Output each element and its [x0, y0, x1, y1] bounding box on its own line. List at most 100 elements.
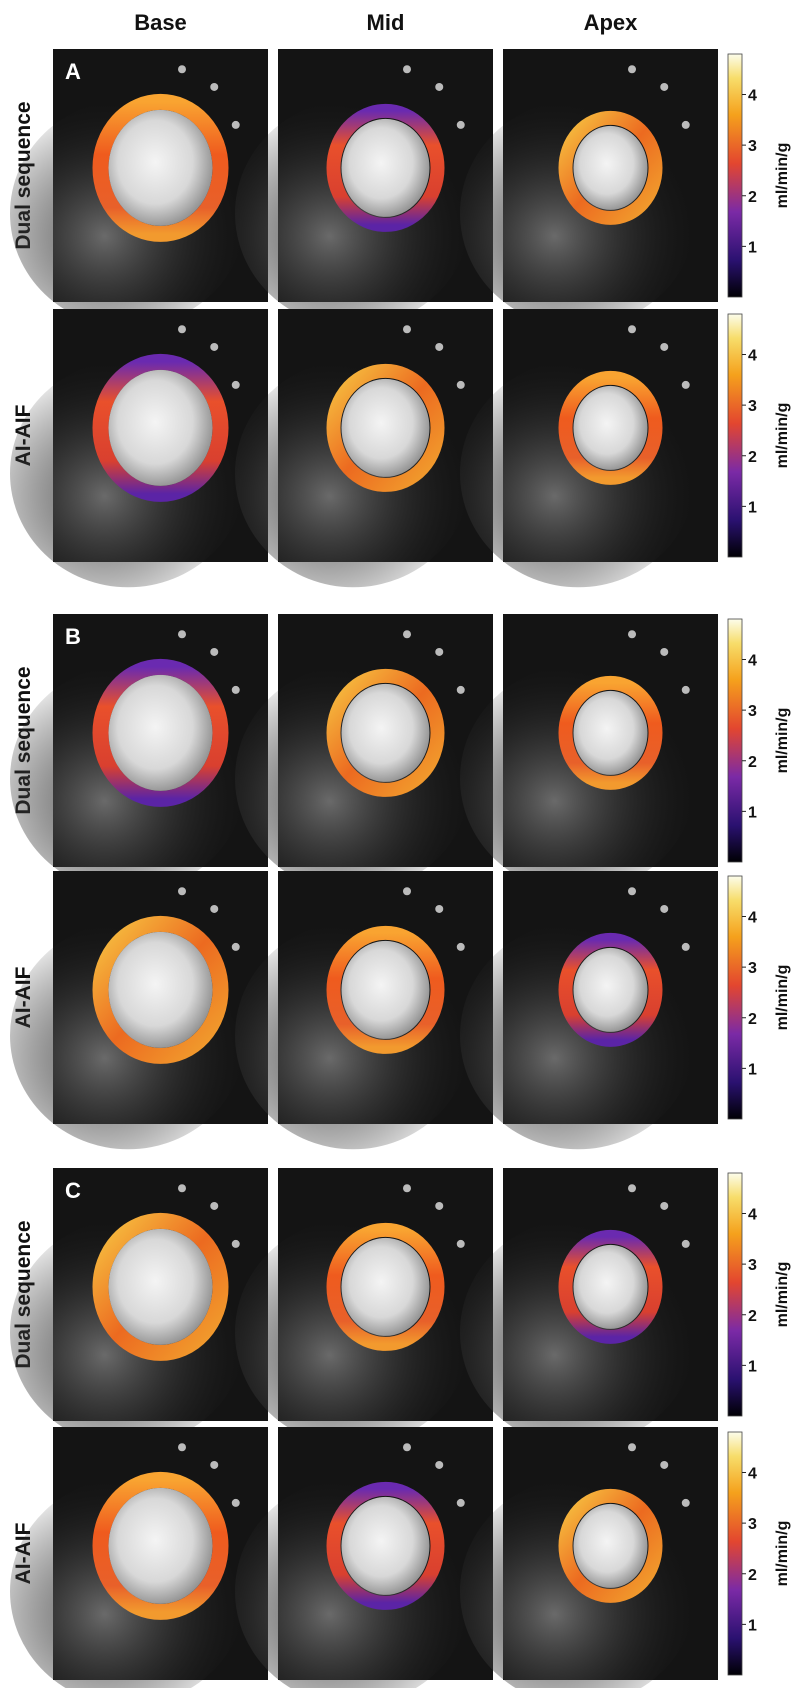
- vessel: [210, 343, 218, 351]
- colorbar-tick-label: 4: [748, 910, 757, 927]
- colorbar-tick-label: 3: [748, 138, 757, 155]
- vessel: [232, 1499, 240, 1507]
- mri-panel: [235, 1168, 493, 1446]
- blood-pool: [342, 379, 430, 477]
- vessel: [682, 1240, 690, 1248]
- vessel: [682, 686, 690, 694]
- vessel: [232, 121, 240, 129]
- colorbar-label: ml/min/g: [774, 1262, 791, 1328]
- colorbar-tick-label: 4: [748, 88, 757, 105]
- colorbar-tick-label: 2: [748, 1567, 757, 1584]
- vessel: [232, 943, 240, 951]
- vessel: [660, 648, 668, 656]
- vessel: [628, 65, 636, 73]
- colorbar-tick-label: 1: [748, 804, 757, 821]
- blood-pool: [574, 1245, 648, 1329]
- column-header: Apex: [584, 10, 639, 35]
- vessel: [660, 343, 668, 351]
- colorbar-label: ml/min/g: [774, 403, 791, 469]
- colorbar-label: ml/min/g: [774, 1521, 791, 1587]
- mri-panel: [10, 1168, 268, 1446]
- colorbar: [728, 314, 742, 557]
- colorbar-tick-label: 3: [748, 1516, 757, 1533]
- vessel: [435, 83, 443, 91]
- vessel: [403, 887, 411, 895]
- vessel: [435, 343, 443, 351]
- vessel: [457, 686, 465, 694]
- colorbar-tick-label: 1: [748, 1617, 757, 1634]
- vessel: [660, 905, 668, 913]
- colorbar-tick-label: 2: [748, 449, 757, 466]
- vessel: [628, 325, 636, 333]
- mri-panel: [235, 309, 493, 587]
- blood-pool: [342, 1238, 430, 1336]
- vessel: [210, 83, 218, 91]
- vessel: [457, 943, 465, 951]
- vessel: [628, 630, 636, 638]
- vessel: [682, 381, 690, 389]
- vessel: [178, 1184, 186, 1192]
- vessel: [660, 1202, 668, 1210]
- vessel: [457, 1240, 465, 1248]
- blood-pool: [574, 948, 648, 1032]
- blood-pool: [342, 941, 430, 1039]
- colorbar-tick-label: 2: [748, 189, 757, 206]
- colorbar-tick-label: 1: [748, 499, 757, 516]
- blood-pool: [109, 932, 213, 1048]
- colorbar-tick-label: 3: [748, 1257, 757, 1274]
- vessel: [435, 1202, 443, 1210]
- mri-panel: [10, 309, 268, 587]
- blood-pool: [574, 386, 648, 470]
- column-header: Base: [134, 10, 187, 35]
- colorbar-tick-label: 4: [748, 348, 757, 365]
- page: BaseMidApexDual sequenceA1234ml/min/gAI-…: [0, 0, 795, 1688]
- vessel: [457, 121, 465, 129]
- colorbar-tick-label: 4: [748, 1207, 757, 1224]
- vessel: [457, 1499, 465, 1507]
- vessel: [628, 887, 636, 895]
- colorbar-tick-label: 1: [748, 1061, 757, 1078]
- vessel: [232, 1240, 240, 1248]
- colorbar-tick-label: 2: [748, 754, 757, 771]
- blood-pool: [342, 1497, 430, 1595]
- vessel: [178, 630, 186, 638]
- vessel: [628, 1443, 636, 1451]
- mri-panel: [235, 1427, 493, 1688]
- colorbar: [728, 54, 742, 297]
- vessel: [210, 905, 218, 913]
- colorbar-tick-label: 3: [748, 960, 757, 977]
- colorbar: [728, 1173, 742, 1416]
- blood-pool: [109, 675, 213, 791]
- vessel: [178, 65, 186, 73]
- vessel: [628, 1184, 636, 1192]
- vessel: [232, 381, 240, 389]
- blood-pool: [109, 1229, 213, 1345]
- vessel: [178, 1443, 186, 1451]
- blood-pool: [574, 126, 648, 210]
- vessel: [435, 1461, 443, 1469]
- colorbar-label: ml/min/g: [774, 965, 791, 1031]
- vessel: [682, 943, 690, 951]
- vessel: [210, 648, 218, 656]
- blood-pool: [109, 370, 213, 486]
- vessel: [178, 887, 186, 895]
- colorbar-tick-label: 3: [748, 398, 757, 415]
- vessel: [403, 65, 411, 73]
- colorbar: [728, 619, 742, 862]
- mri-panel: [460, 1168, 718, 1446]
- colorbar: [728, 1432, 742, 1675]
- panel-letter: B: [65, 624, 81, 649]
- vessel: [403, 1443, 411, 1451]
- mri-panel: [460, 614, 718, 892]
- vessel: [210, 1461, 218, 1469]
- colorbar-tick-label: 1: [748, 1358, 757, 1375]
- vessel: [660, 83, 668, 91]
- mri-panel: [10, 1427, 268, 1688]
- mri-panel: [235, 614, 493, 892]
- vessel: [435, 905, 443, 913]
- mri-panel: [460, 49, 718, 327]
- mri-panel: [460, 309, 718, 587]
- blood-pool: [109, 1488, 213, 1604]
- mri-panel: [10, 49, 268, 327]
- blood-pool: [342, 684, 430, 782]
